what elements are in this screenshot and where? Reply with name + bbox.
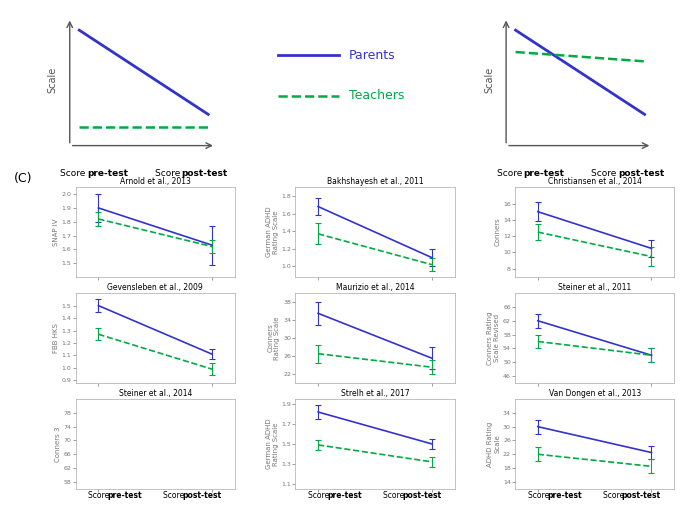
Text: Scale: Scale — [47, 67, 58, 93]
Y-axis label: SNAP IV: SNAP IV — [53, 218, 59, 246]
Title: Christiansen et al., 2014: Christiansen et al., 2014 — [548, 177, 642, 187]
Text: Score: Score — [155, 169, 184, 178]
Text: Score: Score — [163, 491, 187, 500]
Text: Teachers: Teachers — [349, 89, 404, 102]
Title: Steiner et al., 2011: Steiner et al., 2011 — [558, 283, 632, 292]
Text: Score: Score — [603, 491, 626, 500]
Text: Score: Score — [528, 491, 551, 500]
Text: pre-test: pre-test — [327, 491, 362, 500]
Text: post-test: post-test — [182, 491, 222, 500]
Text: pre-test: pre-test — [547, 491, 581, 500]
Text: Parents: Parents — [349, 48, 395, 61]
Text: Score: Score — [89, 491, 112, 500]
Y-axis label: Conners 3: Conners 3 — [55, 426, 61, 462]
Text: Score: Score — [61, 169, 89, 178]
Text: post-test: post-test — [182, 169, 228, 178]
Y-axis label: Conners Rating
Scale Revised: Conners Rating Scale Revised — [487, 311, 500, 365]
Text: Score: Score — [592, 169, 620, 178]
Text: pre-test: pre-test — [108, 491, 142, 500]
Y-axis label: FBB HKS: FBB HKS — [53, 323, 59, 353]
Text: Scale: Scale — [484, 67, 494, 93]
Text: pre-test: pre-test — [523, 169, 564, 178]
Text: Score: Score — [308, 491, 332, 500]
Title: Strelh et al., 2017: Strelh et al., 2017 — [341, 389, 409, 398]
Text: post-test: post-test — [402, 491, 441, 500]
Y-axis label: ADHD Rating
Scale: ADHD Rating Scale — [487, 421, 500, 466]
Text: pre-test: pre-test — [87, 169, 128, 178]
Title: Gevensleben et al., 2009: Gevensleben et al., 2009 — [107, 283, 203, 292]
Y-axis label: German ADHD
Rating Scale: German ADHD Rating Scale — [266, 207, 279, 257]
Title: Arnold et al., 2013: Arnold et al., 2013 — [120, 177, 191, 187]
Title: Van Dongen et al., 2013: Van Dongen et al., 2013 — [548, 389, 641, 398]
Title: Bakhshayesh et al., 2011: Bakhshayesh et al., 2011 — [327, 177, 423, 187]
Y-axis label: Conners
Rating Scale: Conners Rating Scale — [268, 316, 281, 360]
Text: Score: Score — [497, 169, 525, 178]
Title: Steiner et al., 2014: Steiner et al., 2014 — [118, 389, 192, 398]
Text: post-test: post-test — [622, 491, 661, 500]
Y-axis label: Conners: Conners — [494, 218, 500, 246]
Text: post-test: post-test — [618, 169, 665, 178]
Text: Score: Score — [383, 491, 407, 500]
Title: Maurizio et al., 2014: Maurizio et al., 2014 — [336, 283, 414, 292]
Text: (C): (C) — [14, 172, 32, 185]
Y-axis label: German ADHD
Rating Scale: German ADHD Rating Scale — [266, 419, 279, 469]
